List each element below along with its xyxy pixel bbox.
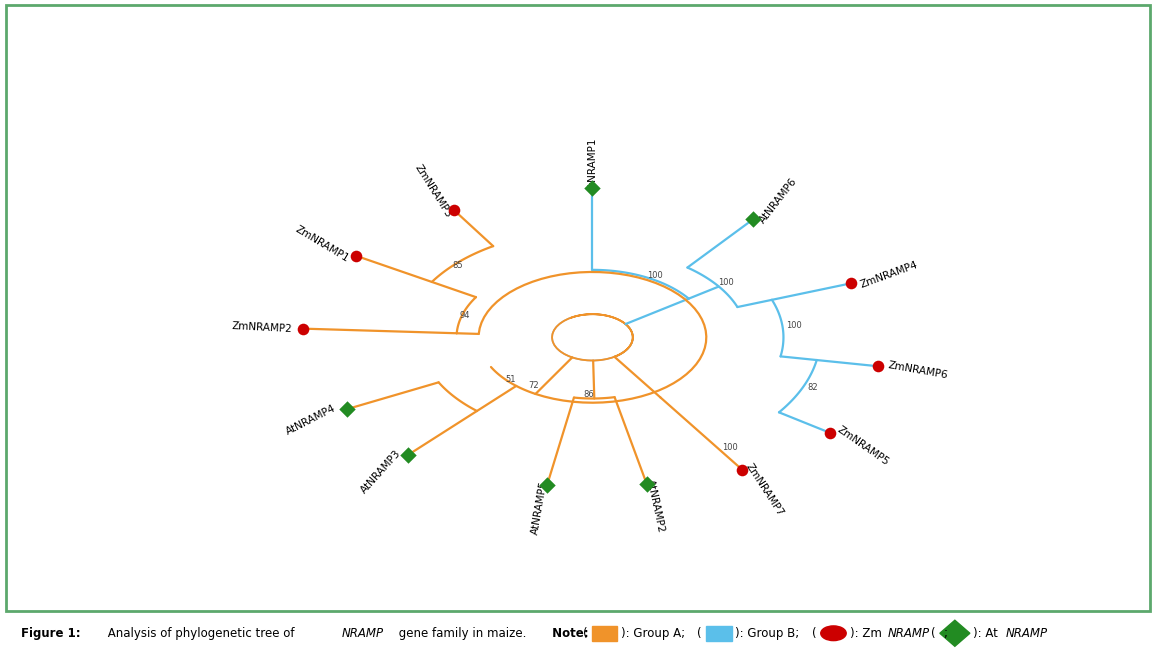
Text: ;: ;	[943, 627, 947, 640]
Text: gene family in maize.: gene family in maize.	[395, 627, 527, 640]
Text: 100: 100	[647, 271, 664, 280]
Text: NRAMP: NRAMP	[888, 627, 929, 640]
Text: ZmNRAMP7: ZmNRAMP7	[743, 462, 785, 518]
Text: ZmNRAMP2: ZmNRAMP2	[232, 321, 292, 334]
Point	[445, 205, 464, 216]
Text: 86: 86	[584, 389, 594, 399]
Text: 100: 100	[786, 321, 802, 330]
Polygon shape	[940, 620, 970, 647]
Text: 94: 94	[459, 311, 469, 320]
Point	[347, 250, 365, 261]
Text: 51: 51	[505, 375, 516, 384]
Point	[733, 465, 751, 476]
Point	[842, 278, 860, 289]
Text: AtNRAMP3: AtNRAMP3	[360, 448, 403, 496]
Text: ): Zm: ): Zm	[850, 627, 882, 640]
Text: ): Group A;: ): Group A;	[621, 627, 684, 640]
Point	[294, 323, 312, 334]
Point	[821, 428, 839, 438]
Text: ZmNRAMP3: ZmNRAMP3	[413, 162, 453, 219]
Text: AtNRAMP1: AtNRAMP1	[587, 137, 598, 192]
Text: (: (	[697, 627, 702, 640]
Point	[338, 403, 356, 414]
Point	[399, 450, 417, 460]
Text: 100: 100	[721, 443, 738, 452]
Text: Figure 1:: Figure 1:	[21, 627, 81, 640]
Text: AtNRAMP5: AtNRAMP5	[531, 480, 550, 535]
Bar	[592, 626, 617, 641]
Bar	[706, 626, 732, 641]
Text: ): At: ): At	[973, 627, 999, 640]
Text: AtNRAMP6: AtNRAMP6	[757, 176, 799, 226]
Text: ): Group B;: ): Group B;	[735, 627, 800, 640]
Text: ZmNRAMP6: ZmNRAMP6	[888, 360, 949, 381]
Point	[743, 214, 762, 224]
Text: 72: 72	[528, 381, 539, 390]
Text: (: (	[583, 627, 587, 640]
Point	[538, 480, 556, 490]
Text: Note:: Note:	[548, 627, 588, 640]
Text: NRAMP: NRAMP	[342, 627, 384, 640]
Text: ZmNRAMP4: ZmNRAMP4	[859, 261, 919, 291]
Text: 85: 85	[452, 261, 464, 270]
Text: AtNRAMP4: AtNRAMP4	[284, 403, 338, 436]
Text: 82: 82	[807, 383, 817, 391]
Text: 100: 100	[719, 279, 734, 287]
Circle shape	[821, 626, 846, 641]
Point	[637, 478, 655, 489]
Text: (: (	[931, 627, 935, 640]
Text: Analysis of phylogenetic tree of: Analysis of phylogenetic tree of	[104, 627, 298, 640]
Text: ZmNRAMP1: ZmNRAMP1	[294, 224, 350, 264]
Text: (: (	[812, 627, 816, 640]
Point	[869, 361, 888, 371]
Text: ZmNRAMP5: ZmNRAMP5	[836, 425, 891, 468]
Point	[584, 182, 602, 193]
Text: AtNRAMP2: AtNRAMP2	[645, 479, 666, 534]
Text: NRAMP: NRAMP	[1006, 627, 1047, 640]
